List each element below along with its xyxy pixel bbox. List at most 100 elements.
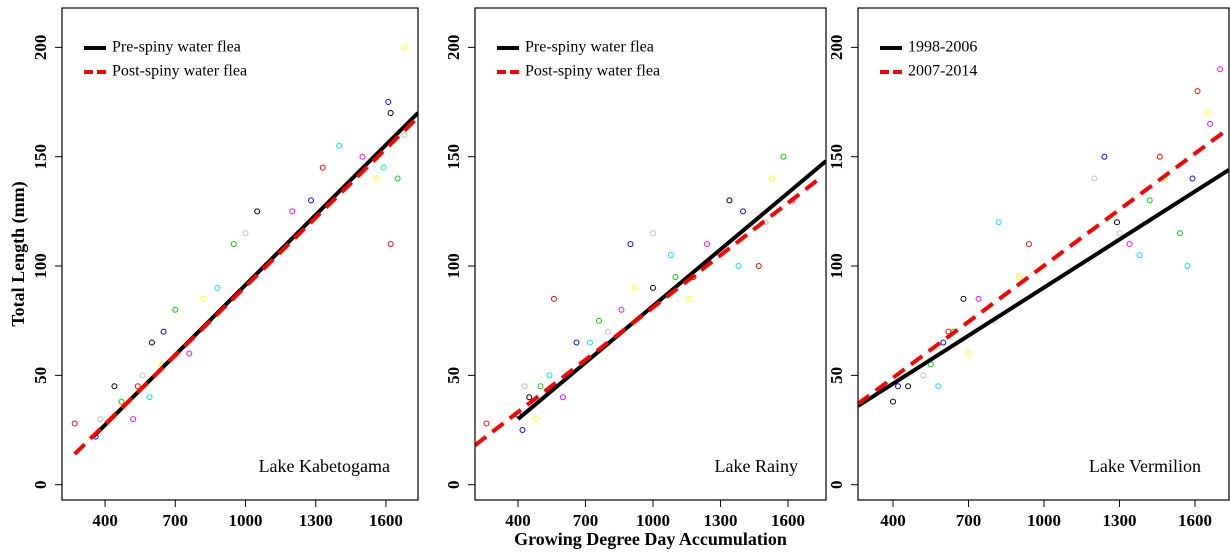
- point: [139, 372, 146, 379]
- point: [483, 420, 490, 427]
- x-tick-label: 1300: [299, 511, 333, 530]
- point: [618, 306, 625, 313]
- point: [200, 295, 207, 302]
- x-tick-label: 1600: [771, 511, 805, 530]
- point: [1091, 175, 1098, 182]
- point: [649, 284, 656, 291]
- x-tick-label: 400: [505, 511, 531, 530]
- point: [394, 175, 401, 182]
- point: [975, 295, 982, 302]
- legend-label: Pre-spiny water flea: [525, 39, 654, 56]
- x-tick-label: 1000: [636, 511, 670, 530]
- point: [532, 416, 539, 423]
- point: [672, 273, 679, 280]
- point: [895, 383, 902, 390]
- point: [769, 175, 776, 182]
- point: [373, 175, 380, 182]
- point: [889, 398, 896, 405]
- point: [1015, 273, 1022, 280]
- x-tick-label: 1000: [1027, 511, 1061, 530]
- point: [1184, 263, 1191, 270]
- point: [385, 99, 392, 106]
- point: [336, 142, 343, 149]
- point: [755, 263, 762, 270]
- y-tick-label: 100: [444, 253, 463, 279]
- x-tick-label: 1300: [1103, 511, 1137, 530]
- point: [649, 230, 656, 237]
- point: [1207, 120, 1214, 127]
- point: [667, 252, 674, 259]
- fit-line: [475, 176, 821, 447]
- legend-label: 1998-2006: [908, 39, 977, 56]
- panel-annotation: Lake Rainy: [715, 456, 798, 476]
- point: [1217, 66, 1224, 73]
- point: [995, 219, 1002, 226]
- point: [111, 383, 118, 390]
- point: [735, 263, 742, 270]
- point: [1194, 88, 1201, 95]
- x-axis-label: Growing Degree Day Accumulation: [514, 529, 787, 549]
- x-tick-label: 400: [880, 511, 906, 530]
- point: [186, 350, 193, 357]
- y-tick-label: 150: [827, 144, 846, 170]
- y-tick-label: 50: [31, 367, 50, 384]
- fit-line: [73, 115, 418, 456]
- point: [780, 153, 787, 160]
- point: [387, 241, 394, 248]
- panel-annotation: Lake Vermilion: [1089, 456, 1201, 476]
- point: [920, 372, 927, 379]
- point: [940, 339, 947, 346]
- y-axis-label: Total Length (mm): [8, 181, 29, 326]
- legend-label: Post-spiny water flea: [525, 63, 660, 80]
- point: [401, 44, 408, 51]
- point: [148, 339, 155, 346]
- fit-line: [858, 168, 1229, 408]
- y-tick-label: 0: [827, 480, 846, 489]
- point: [546, 372, 553, 379]
- point: [118, 398, 125, 405]
- point: [1176, 230, 1183, 237]
- point: [146, 394, 153, 401]
- point: [960, 295, 967, 302]
- point: [935, 383, 942, 390]
- point: [573, 339, 580, 346]
- point: [380, 164, 387, 171]
- point: [1146, 197, 1153, 204]
- panel-annotation: Lake Kabetogama: [259, 456, 390, 476]
- y-tick-label: 200: [827, 35, 846, 61]
- point: [965, 350, 972, 357]
- point: [230, 241, 237, 248]
- point: [1025, 241, 1032, 248]
- point: [97, 416, 104, 423]
- point: [586, 339, 593, 346]
- point: [160, 328, 167, 335]
- point: [631, 284, 638, 291]
- point: [595, 317, 602, 324]
- point: [519, 427, 526, 434]
- point: [1204, 109, 1211, 116]
- point: [289, 208, 296, 215]
- point: [359, 153, 366, 160]
- point: [726, 197, 733, 204]
- point: [242, 230, 249, 237]
- point: [130, 416, 137, 423]
- plot-frame: [857, 7, 1230, 501]
- point: [703, 241, 710, 248]
- point: [1136, 252, 1143, 259]
- point: [214, 284, 221, 291]
- y-tick-label: 0: [444, 480, 463, 489]
- y-tick-label: 100: [31, 253, 50, 279]
- y-tick-label: 150: [31, 144, 50, 170]
- legend-label: Pre-spiny water flea: [112, 39, 241, 56]
- y-tick-label: 0: [31, 480, 50, 489]
- plot-frame: [474, 7, 827, 501]
- x-tick-label: 1600: [369, 511, 403, 530]
- fit-line: [516, 159, 826, 421]
- point: [1116, 230, 1123, 237]
- point: [550, 295, 557, 302]
- y-tick-label: 100: [827, 253, 846, 279]
- legend-label: Post-spiny water flea: [112, 63, 247, 80]
- point: [627, 241, 634, 248]
- point: [1113, 219, 1120, 226]
